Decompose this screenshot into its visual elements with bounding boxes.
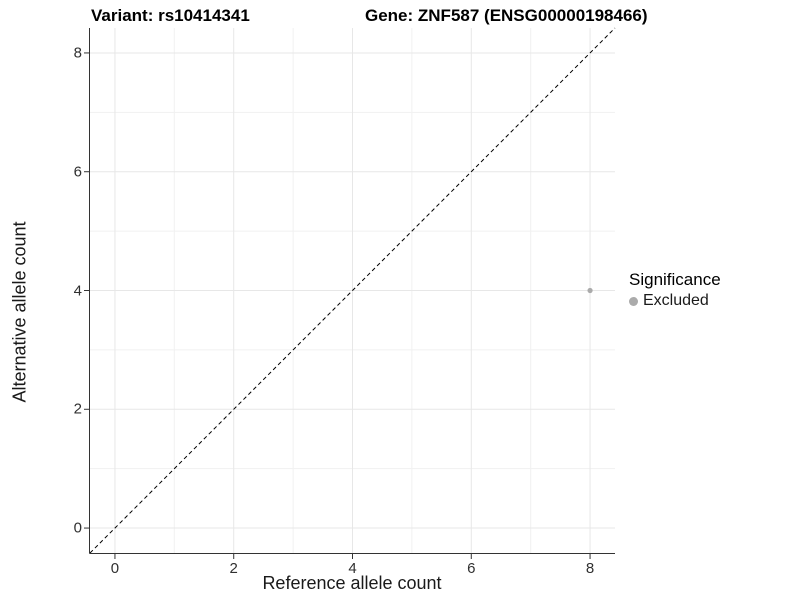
x-tick-label: 2 — [229, 560, 238, 577]
x-tick-label: 4 — [348, 560, 357, 577]
data-point — [587, 287, 593, 294]
legend-item-excluded: Excluded — [629, 292, 721, 310]
legend: Significance Excluded — [629, 270, 721, 310]
x-tick-label: 6 — [467, 560, 476, 577]
x-axis-title: Reference allele count — [262, 573, 442, 593]
y-tick-label: 2 — [73, 400, 82, 418]
legend-item-label: Excluded — [643, 292, 709, 309]
x-tick-label: 0 — [110, 560, 120, 577]
plot-title-variant: Variant: rs10414341 — [91, 6, 250, 25]
y-tick-label: 6 — [73, 163, 82, 181]
identity-line — [89, 27, 616, 554]
y-tick-label: 0 — [73, 519, 82, 537]
y-axis-title: Alternative allele count — [9, 221, 30, 403]
y-tick-label: 4 — [73, 282, 82, 299]
x-tick-label: 8 — [585, 560, 595, 577]
y-tick-label: 8 — [73, 44, 82, 62]
legend-title: Significance — [629, 270, 721, 289]
excluded-point-icon — [629, 296, 638, 306]
plot-title-gene: Gene: ZNF587 (ENSG00000198466) — [365, 6, 648, 25]
